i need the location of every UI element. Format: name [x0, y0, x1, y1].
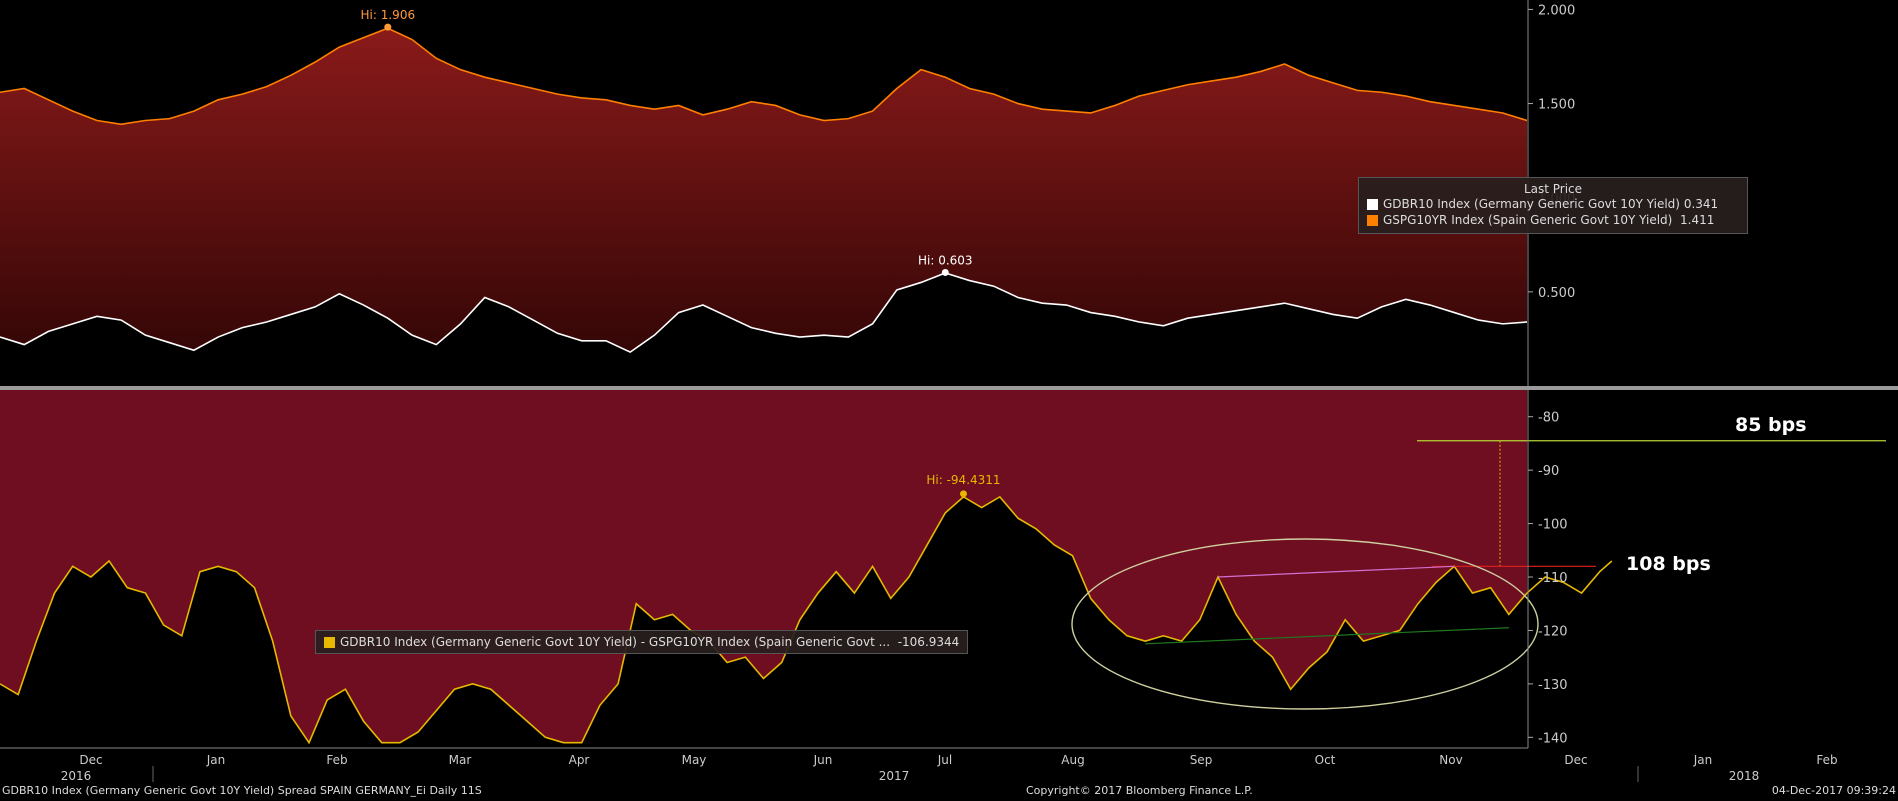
high-label: Hi: 0.603 [918, 253, 973, 267]
x-month-label: Jun [813, 753, 833, 767]
x-month-label: May [682, 753, 707, 767]
lower-tick-label: -100 [1538, 518, 1568, 533]
annotation-108-bps: 108 bps [1626, 553, 1711, 575]
panel-separator [0, 386, 1898, 390]
legend-swatch [1367, 214, 1378, 226]
germany-yield-line [0, 272, 1528, 354]
footer-timestamp: 04-Dec-2017 09:39:24 [1771, 784, 1896, 797]
legend-value: -106.9344 [897, 635, 960, 649]
lower-legend: GDBR10 Index (Germany Generic Govt 10Y Y… [315, 630, 969, 654]
footer-left: GDBR10 Index (Germany Generic Govt 10Y Y… [2, 784, 482, 797]
x-month-label: Jul [937, 753, 952, 767]
x-month-label: Nov [1439, 753, 1462, 767]
legend-value: 0.341 [1683, 197, 1719, 211]
axes: Dec Jan Feb Mar Apr May Jun Jul Aug Sep Oct Nov Dec J… [0, 386, 1898, 783]
upper-tick-label: 0.500 [1538, 286, 1575, 301]
lower-tick-label: -130 [1538, 678, 1568, 693]
lower-panel: Hi: -94.4311 -80 -90 -100 -110 -120 -130 -140 [0, 390, 1886, 748]
legend-item-spain: GSPG10YR Index (Spain Generic Govt 10Y Y… [1367, 212, 1739, 228]
x-month-label: Dec [1564, 753, 1587, 767]
legend-swatch [324, 636, 335, 648]
legend-label: GSPG10YR Index (Spain Generic Govt 10Y Y… [1383, 213, 1673, 227]
high-marker [384, 23, 392, 31]
support-trendline [1145, 627, 1509, 645]
x-month-label: Jan [206, 753, 226, 767]
spread-line [0, 495, 1613, 745]
x-month-label: Feb [326, 753, 347, 767]
x-year-label: 2016 [61, 769, 92, 783]
x-month-label: Aug [1061, 753, 1084, 767]
lower-tick-label: -110 [1538, 571, 1568, 586]
legend-value: 1.411 [1680, 213, 1715, 227]
resistance-trendline [1217, 565, 1455, 578]
legend-label: GDBR10 Index (Germany Generic Govt 10Y Y… [340, 635, 891, 649]
spain-yield-line [0, 27, 1528, 126]
upper-tick-label: 2.000 [1538, 3, 1575, 18]
spread-high-label: Hi: -94.4311 [926, 473, 1000, 487]
x-month-label: Mar [449, 753, 472, 767]
legend-item-germany: GDBR10 Index (Germany Generic Govt 10Y Y… [1367, 196, 1739, 212]
x-month-label: Dec [79, 753, 102, 767]
legend-item-spread: GDBR10 Index (Germany Generic Govt 10Y Y… [324, 634, 959, 650]
lower-tick-label: -120 [1538, 624, 1568, 639]
x-month-label: Oct [1315, 753, 1336, 767]
x-month-label: Sep [1190, 753, 1213, 767]
annotation-85-bps: 85 bps [1735, 414, 1807, 436]
x-year-label: 2018 [1729, 769, 1760, 783]
x-year-label: 2017 [879, 769, 910, 783]
yield-spread-fill [0, 28, 1527, 353]
upper-legend: Last Price GDBR10 Index (Germany Generic… [1358, 177, 1748, 234]
lower-tick-label: -90 [1538, 464, 1559, 479]
legend-swatch [1367, 198, 1378, 210]
legend-title: Last Price [1523, 182, 1583, 196]
spread-below-fill [0, 496, 1612, 748]
lower-tick-label: -140 [1538, 731, 1568, 746]
x-month-label: Jan [1693, 753, 1713, 767]
high-marker [941, 268, 949, 276]
lower-tick-label: -80 [1538, 411, 1559, 426]
x-month-label: Apr [569, 753, 590, 767]
upper-tick-label: 1.500 [1538, 98, 1575, 113]
high-label: Hi: 1.906 [361, 8, 416, 22]
highlight-ellipse [1071, 538, 1539, 710]
legend-label: GDBR10 Index (Germany Generic Govt 10Y Y… [1383, 197, 1680, 211]
x-month-label: Feb [1816, 753, 1837, 767]
spread-high-marker [959, 490, 967, 498]
footer-copyright: Copyright© 2017 Bloomberg Finance L.P. [1026, 784, 1253, 797]
